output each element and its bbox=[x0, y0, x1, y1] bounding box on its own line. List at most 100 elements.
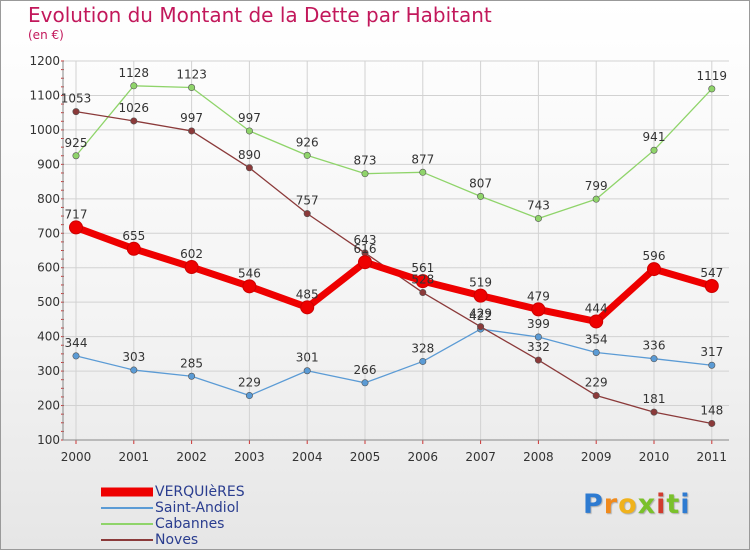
data-point-saint-andiol bbox=[130, 366, 138, 374]
legend-swatch-cabannes bbox=[101, 523, 153, 525]
data-point-saint-andiol bbox=[592, 348, 600, 356]
data-label-verquieres: 717 bbox=[65, 207, 88, 221]
data-point-verquieres bbox=[531, 302, 546, 317]
data-label-saint-andiol: 354 bbox=[585, 332, 608, 346]
legend-label-verquieres: VERQUIèRES bbox=[155, 484, 245, 500]
data-label-saint-andiol: 422 bbox=[469, 309, 492, 323]
data-label-cabannes: 743 bbox=[527, 198, 550, 212]
data-label-noves: 1053 bbox=[61, 92, 92, 106]
series-line-cabannes bbox=[75, 85, 713, 220]
data-point-verquieres bbox=[647, 262, 661, 277]
y-tick-label: 700 bbox=[37, 226, 60, 240]
data-label-noves: 997 bbox=[180, 111, 203, 125]
data-label-noves: 229 bbox=[585, 376, 608, 390]
proxiti-logo: Proxiti bbox=[583, 489, 691, 520]
data-point-verquieres bbox=[358, 255, 372, 270]
data-point-cabannes bbox=[361, 170, 369, 178]
data-point-verquieres bbox=[704, 278, 719, 293]
y-tick-label: 800 bbox=[37, 192, 60, 206]
data-point-noves bbox=[130, 117, 138, 125]
data-point-cabannes bbox=[188, 84, 196, 92]
data-label-cabannes: 807 bbox=[469, 176, 492, 190]
x-tick-label: 2011 bbox=[697, 450, 728, 464]
logo-letter: x bbox=[637, 489, 657, 520]
data-point-saint-andiol bbox=[303, 367, 311, 375]
x-tick-label: 2007 bbox=[465, 450, 496, 464]
logo-letter: t bbox=[666, 489, 681, 520]
data-label-verquieres: 655 bbox=[122, 229, 145, 243]
data-point-verquieres bbox=[69, 220, 83, 235]
series-line-saint-andiol bbox=[75, 328, 712, 397]
data-label-verquieres: 596 bbox=[643, 249, 666, 263]
y-tick-label: 600 bbox=[37, 261, 60, 275]
data-label-cabannes: 799 bbox=[585, 179, 608, 193]
data-label-verquieres: 444 bbox=[585, 301, 608, 315]
chart-title: Evolution du Montant de la Dette par Hab… bbox=[28, 3, 492, 27]
legend-swatch-noves bbox=[101, 539, 153, 541]
data-label-noves: 148 bbox=[700, 403, 723, 417]
data-point-verquieres bbox=[184, 260, 199, 275]
data-point-cabannes bbox=[419, 168, 427, 176]
x-tick-label: 2002 bbox=[176, 450, 207, 464]
y-tick-label: 500 bbox=[37, 295, 60, 309]
series-line-verquieres bbox=[74, 224, 713, 325]
data-label-cabannes: 877 bbox=[411, 152, 434, 166]
data-label-cabannes: 941 bbox=[643, 130, 666, 144]
data-point-verquieres bbox=[589, 314, 604, 329]
y-tick-label: 200 bbox=[37, 399, 60, 413]
data-point-cabannes bbox=[592, 195, 600, 203]
data-label-verquieres: 519 bbox=[469, 276, 492, 290]
x-tick-label: 2000 bbox=[61, 450, 92, 464]
legend-item-verquieres: VERQUIèRES bbox=[101, 484, 245, 500]
x-tick-label: 2005 bbox=[350, 450, 381, 464]
data-label-verquieres: 616 bbox=[354, 242, 377, 256]
data-label-saint-andiol: 266 bbox=[354, 363, 377, 377]
data-point-cabannes bbox=[130, 82, 138, 90]
data-point-noves bbox=[419, 289, 427, 297]
data-point-saint-andiol bbox=[708, 361, 716, 369]
legend-swatch-saint-andiol bbox=[101, 507, 153, 509]
data-label-noves: 643 bbox=[354, 233, 377, 247]
data-point-cabannes bbox=[72, 152, 80, 160]
y-tick-label: 1100 bbox=[29, 88, 60, 102]
data-label-verquieres: 547 bbox=[700, 266, 723, 280]
x-tick-label: 2006 bbox=[408, 450, 439, 464]
data-label-cabannes: 997 bbox=[238, 111, 261, 125]
data-label-verquieres: 485 bbox=[296, 287, 319, 301]
x-tick-label: 2004 bbox=[292, 450, 323, 464]
y-tick-label: 300 bbox=[37, 364, 60, 378]
data-point-noves bbox=[534, 356, 542, 364]
chart-subtitle: (en €) bbox=[28, 28, 64, 42]
data-point-saint-andiol bbox=[534, 333, 542, 341]
data-label-saint-andiol: 399 bbox=[527, 317, 550, 331]
y-tick-label: 1200 bbox=[29, 54, 60, 68]
data-point-saint-andiol bbox=[650, 355, 658, 363]
legend-label-cabannes: Cabannes bbox=[155, 516, 225, 532]
data-point-saint-andiol bbox=[245, 392, 253, 400]
data-point-verquieres bbox=[300, 300, 315, 315]
data-point-cabannes bbox=[708, 85, 716, 93]
data-point-cabannes bbox=[534, 214, 542, 222]
data-label-cabannes: 926 bbox=[296, 135, 319, 149]
data-point-verquieres bbox=[415, 274, 430, 289]
data-label-noves: 757 bbox=[296, 194, 319, 208]
data-point-noves bbox=[708, 419, 716, 427]
data-point-noves bbox=[303, 210, 311, 218]
y-tick-label: 1000 bbox=[29, 123, 60, 137]
data-point-cabannes bbox=[303, 151, 311, 159]
data-label-cabannes: 1128 bbox=[119, 66, 150, 80]
data-point-saint-andiol bbox=[72, 352, 80, 360]
data-label-cabannes: 1123 bbox=[176, 68, 207, 82]
legend-label-saint-andiol: Saint-Andiol bbox=[155, 500, 240, 516]
data-label-verquieres: 602 bbox=[180, 247, 203, 261]
y-tick-label: 400 bbox=[37, 330, 60, 344]
data-label-cabannes: 1119 bbox=[697, 69, 728, 83]
data-point-saint-andiol bbox=[188, 372, 196, 380]
data-point-verquieres bbox=[126, 241, 141, 256]
legend-label-noves: Noves bbox=[155, 532, 199, 548]
data-label-saint-andiol: 303 bbox=[122, 350, 145, 364]
data-label-saint-andiol: 285 bbox=[180, 356, 203, 370]
data-label-verquieres: 561 bbox=[411, 261, 434, 275]
data-label-saint-andiol: 328 bbox=[411, 341, 434, 355]
data-label-cabannes: 873 bbox=[354, 154, 377, 168]
